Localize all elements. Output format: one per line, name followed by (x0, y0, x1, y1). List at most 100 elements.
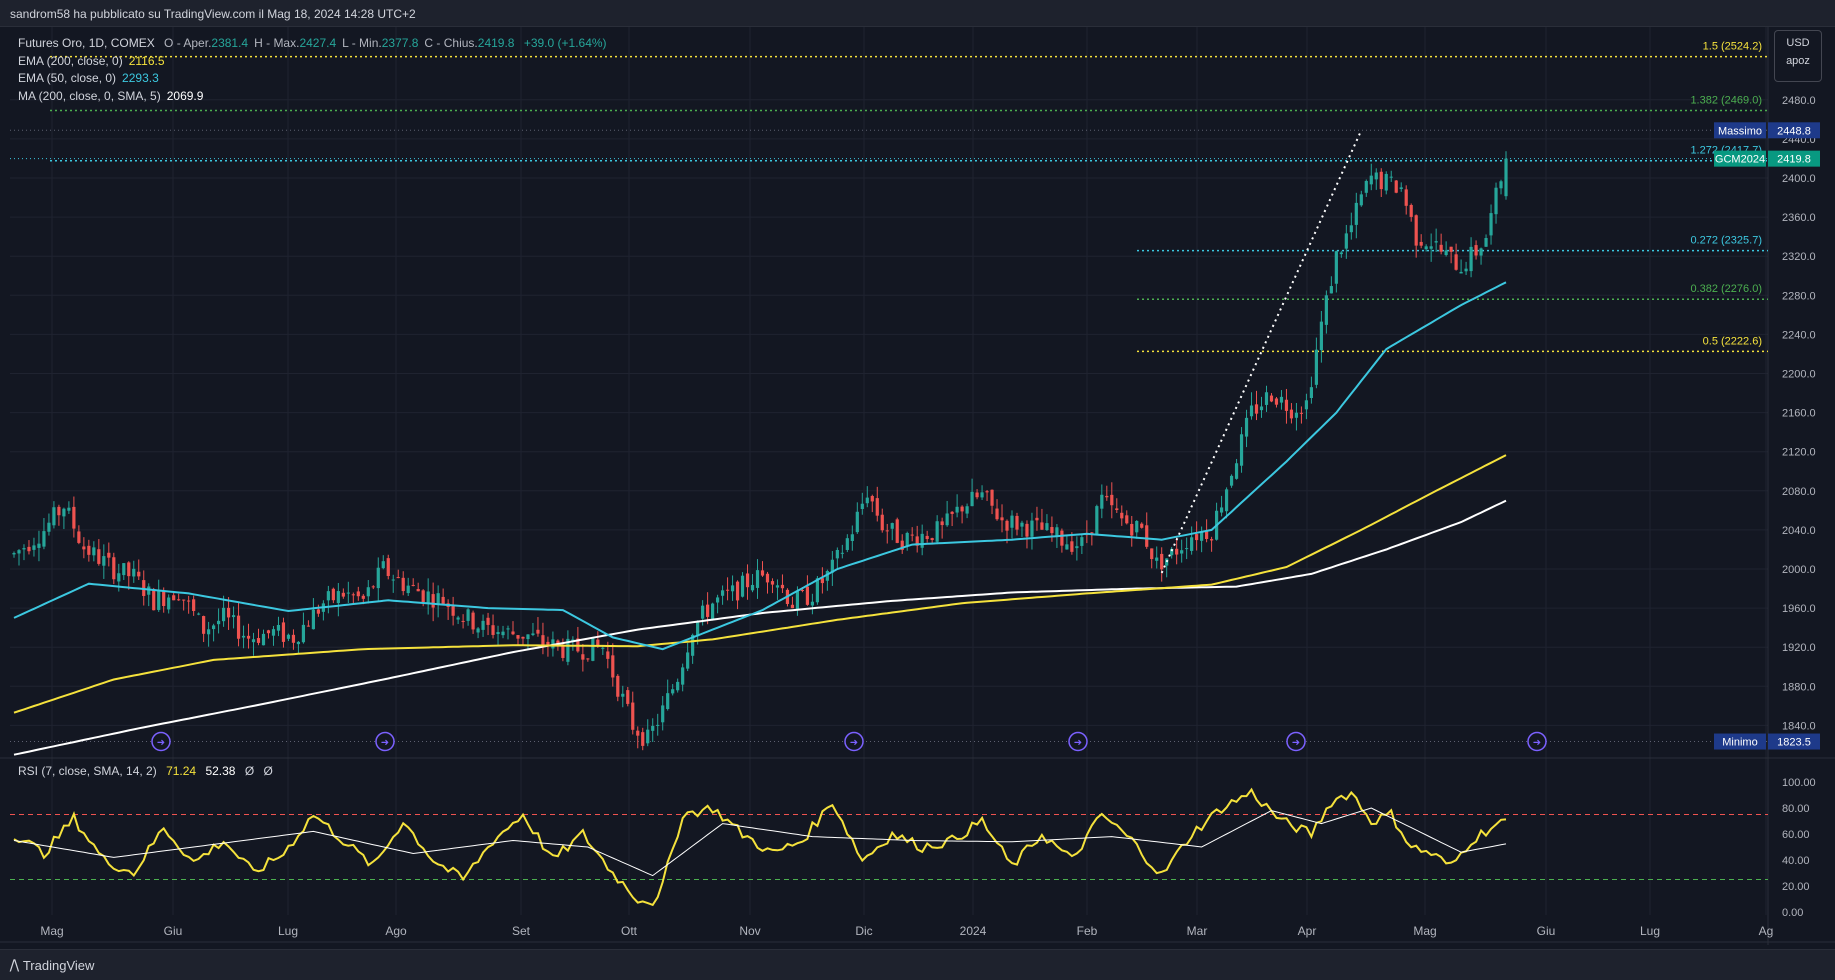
candle-body (795, 591, 800, 611)
event-marker-icon: ➜ (1292, 738, 1300, 749)
candle-body (162, 591, 166, 607)
candle-body (1474, 245, 1478, 256)
candle-body (1349, 225, 1353, 233)
candle-body (1080, 537, 1084, 546)
candle-body (1055, 527, 1059, 536)
candle-body (526, 634, 530, 640)
candle-body (950, 511, 954, 514)
candle-body (1484, 238, 1488, 247)
candle-body (1015, 515, 1019, 530)
main-legend: Futures Oro, 1D, COMEX O - Aper.2381.4 H … (18, 35, 607, 105)
candle-body (1439, 244, 1443, 252)
candle-body (127, 562, 131, 577)
fib-level-label: 1.382 (2469.0) (1690, 95, 1762, 107)
publisher-bar: sandrom58 ha pubblicato su TradingView.c… (0, 0, 1835, 27)
candle-body (202, 616, 206, 634)
candle-body (1030, 520, 1034, 537)
candle-body (197, 613, 201, 615)
candle-body (1110, 494, 1114, 506)
candle-body (1284, 399, 1289, 411)
candle-body (745, 573, 750, 588)
candle-body (1444, 250, 1448, 256)
candle-body (27, 546, 31, 552)
axis-value-text: 2448.8 (1777, 125, 1811, 137)
candle-body (132, 568, 136, 577)
candle-body (835, 549, 839, 559)
candle-body (426, 591, 430, 603)
publisher-text: sandrom58 ha pubblicato su TradingView.c… (10, 7, 416, 21)
candle-body (920, 533, 924, 548)
candle-body (706, 604, 710, 617)
time-tick-label: Apr (1298, 924, 1317, 938)
axis-name-text: Massimo (1718, 125, 1762, 137)
candle-body (571, 639, 575, 641)
candle-body (1369, 175, 1373, 185)
candle-body (1354, 202, 1358, 225)
candle-body (870, 496, 874, 502)
candle-body (666, 693, 670, 709)
candle-body (790, 604, 795, 609)
candle-body (266, 630, 271, 634)
candle-body (1135, 520, 1139, 533)
price-tick-label: 2240.0 (1782, 329, 1816, 341)
candle-body (531, 633, 535, 635)
axis-price-label: Massimo 2448.8 (1714, 122, 1820, 139)
candle-body (1155, 557, 1159, 561)
candle-body (112, 557, 116, 580)
candle-body (1165, 558, 1169, 566)
event-marker: ➜ (844, 731, 864, 752)
candle-body (1224, 489, 1229, 512)
candle-body (965, 506, 969, 514)
price-tick-label: 2040.0 (1782, 525, 1816, 537)
event-marker-circle (1286, 731, 1306, 752)
candle-body (1050, 527, 1054, 534)
candle-body (691, 634, 695, 656)
candle-body (720, 590, 725, 596)
candle-body (251, 639, 256, 643)
candle-body (107, 552, 111, 558)
candle-body (601, 647, 605, 649)
candle-body (441, 596, 445, 605)
rsi-ma-line (13, 807, 1507, 877)
axis-value-box (1768, 150, 1820, 167)
candle-body (671, 689, 675, 694)
candle-body (1324, 295, 1328, 325)
currency-selector[interactable]: USD apoz (1774, 30, 1822, 82)
candle-body (536, 629, 540, 634)
axis-value-text: 2419.8 (1777, 154, 1811, 166)
ohlc-label: H - Max. (254, 36, 300, 50)
candle-body (760, 570, 765, 576)
price-tick-label: 2320.0 (1782, 251, 1816, 263)
tradingview-logo[interactable]: ⧸⧹ TradingView (10, 958, 94, 974)
candle-body (1244, 417, 1249, 437)
candle-body (192, 599, 196, 611)
candle-body (187, 600, 191, 602)
candle-body (471, 612, 475, 630)
candle-body (1299, 412, 1304, 414)
candle-body (1359, 194, 1363, 206)
rsi-extra-1: Ø (244, 764, 255, 778)
candle-body (1434, 241, 1438, 243)
candle-body (1419, 241, 1423, 246)
candle-body (546, 641, 550, 646)
candle-body (910, 534, 914, 536)
candle-body (276, 624, 281, 631)
candle-body (915, 536, 919, 546)
indicator-value: 2116.5 (128, 53, 165, 68)
indicator-row: MA (200, close, 0, SMA, 5) 2069.9 (18, 88, 607, 106)
rsi-tick-label: 0.00 (1782, 907, 1803, 919)
candle-body (346, 592, 350, 594)
candle-body (1035, 517, 1039, 521)
candle-body (825, 570, 829, 581)
axis-value-box (1768, 733, 1820, 750)
candle-body (391, 579, 395, 581)
indicator-label: EMA (200, close, 0) (18, 53, 123, 68)
price-tick-label: 2200.0 (1782, 369, 1816, 381)
candle-body (905, 532, 909, 547)
event-marker-icon: ➜ (1533, 738, 1541, 749)
candle-body (1364, 180, 1368, 193)
candle-body (167, 597, 171, 610)
candle-body (1269, 395, 1274, 402)
candle-body (521, 636, 525, 639)
